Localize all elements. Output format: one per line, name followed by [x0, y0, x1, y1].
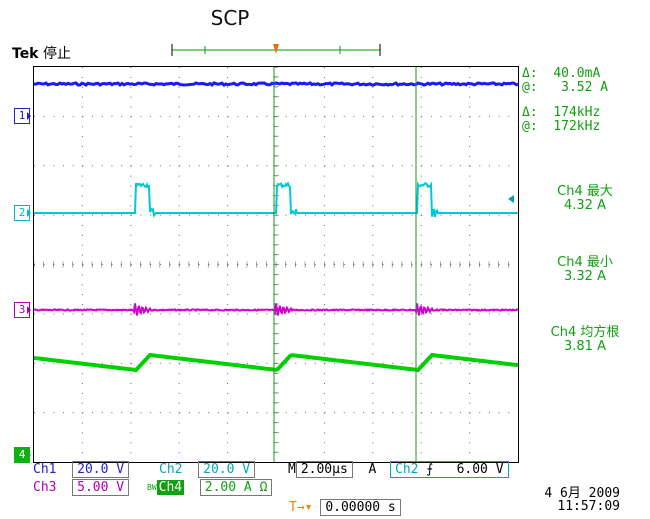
cursor-delta-frequency: Δ: 174kHz: [522, 105, 601, 120]
ch3-scale-readout[interactable]: Ch3 5.00 V: [33, 479, 130, 496]
cursor-delta-current: Δ: 40.0mA: [522, 66, 601, 81]
channel-2-marker[interactable]: 2: [14, 205, 31, 221]
date-time: 4 6月 2009 11:57:09: [544, 486, 620, 514]
channel-4-marker[interactable]: 4: [14, 447, 31, 463]
record-position-bar[interactable]: [170, 44, 382, 56]
ch1-scale-readout[interactable]: Ch1 20.0 V: [33, 461, 130, 478]
cursor-at-frequency: @: 172kHz: [522, 119, 601, 134]
horizontal-position-icon: T→▾: [289, 500, 313, 515]
run-state-label: 停止: [42, 46, 71, 62]
cursor-at-current: @: 3.52 A: [522, 80, 609, 95]
channel-1-marker[interactable]: 1: [14, 108, 31, 124]
horizontal-position-readout[interactable]: T→▾ 0.00000 s: [289, 499, 401, 516]
graticule: [33, 66, 510, 454]
channel-3-marker[interactable]: 3: [14, 302, 31, 318]
ch4-scale-readout[interactable]: BW Ch4 2.00 A Ω: [147, 479, 273, 496]
waveform-display[interactable]: [33, 66, 519, 463]
trigger-readout[interactable]: Ch2 ⨍ 6.00 V: [390, 461, 509, 478]
measurement-min: Ch4 最小 3.32 A: [557, 255, 613, 284]
waveform-canvas: [33, 66, 519, 462]
ch3-trace: [33, 303, 519, 316]
ch4-trace: [33, 352, 519, 373]
scope-status: Tek 停止: [12, 43, 71, 63]
brand-label: Tek: [12, 46, 39, 62]
ch1-trace: [33, 81, 519, 88]
ch2-trace: [34, 180, 518, 218]
page-title: SCP: [210, 6, 250, 30]
ch2-scale-readout[interactable]: Ch2 20.0 V: [159, 461, 256, 478]
measurement-rms: Ch4 均方根 3.81 A: [550, 325, 620, 354]
timebase-readout[interactable]: M 2.00µs A: [288, 461, 377, 478]
trigger-level-arrow[interactable]: [508, 195, 514, 203]
measurement-max: Ch4 最大 4.32 A: [557, 184, 613, 213]
